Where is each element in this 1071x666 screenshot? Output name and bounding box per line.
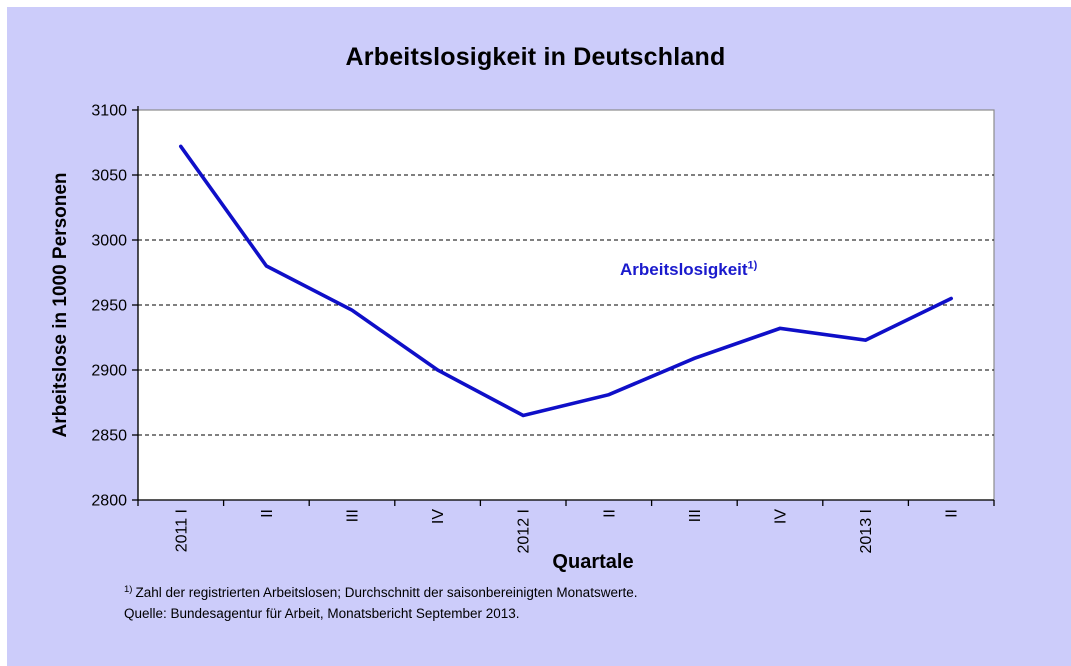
y-tick-label: 3000 bbox=[91, 233, 127, 250]
y-tick-label: 2850 bbox=[91, 428, 127, 445]
x-tick-label: II bbox=[944, 509, 961, 518]
footnote-source: Quelle: Bundesagentur für Arbeit, Monats… bbox=[124, 606, 520, 621]
x-tick-label: 2011 I bbox=[173, 509, 190, 552]
x-tick-label: 2013 I bbox=[858, 509, 875, 553]
x-tick-label: II bbox=[259, 509, 276, 518]
footnote-marker: 1) bbox=[124, 583, 133, 595]
series-annotation-text: Arbeitslosigkeit bbox=[620, 260, 748, 279]
series-annotation: Arbeitslosigkeit1) bbox=[620, 260, 757, 280]
data-line-arbeitslosigkeit bbox=[179, 144, 954, 418]
x-tick-label: III bbox=[687, 509, 704, 522]
chart-title: Arbeitslosigkeit in Deutschland bbox=[345, 43, 726, 71]
x-tick-label: IV bbox=[430, 509, 447, 524]
y-tick-label: 2950 bbox=[91, 298, 127, 315]
x-tick-label: III bbox=[345, 509, 362, 522]
y-tick-label: 2900 bbox=[91, 363, 127, 380]
x-tick-label: II bbox=[601, 509, 618, 518]
footnote-text: Zahl der registrierten Arbeitslosen; Dur… bbox=[135, 585, 638, 600]
y-axis-title: Arbeitslose in 1000 Personen bbox=[50, 172, 71, 438]
x-tick-label: IV bbox=[773, 509, 790, 524]
x-tick-label: 2012 I bbox=[516, 509, 533, 553]
y-tick-label: 3100 bbox=[91, 103, 127, 120]
footnote-note: 1) Zahl der registrierten Arbeitslosen; D… bbox=[124, 583, 638, 600]
y-tick-label: 2800 bbox=[91, 493, 127, 510]
series-annotation-footnote-marker: 1) bbox=[747, 259, 758, 272]
y-tick-label: 3050 bbox=[91, 168, 127, 185]
x-axis-title: Quartale bbox=[552, 551, 634, 573]
